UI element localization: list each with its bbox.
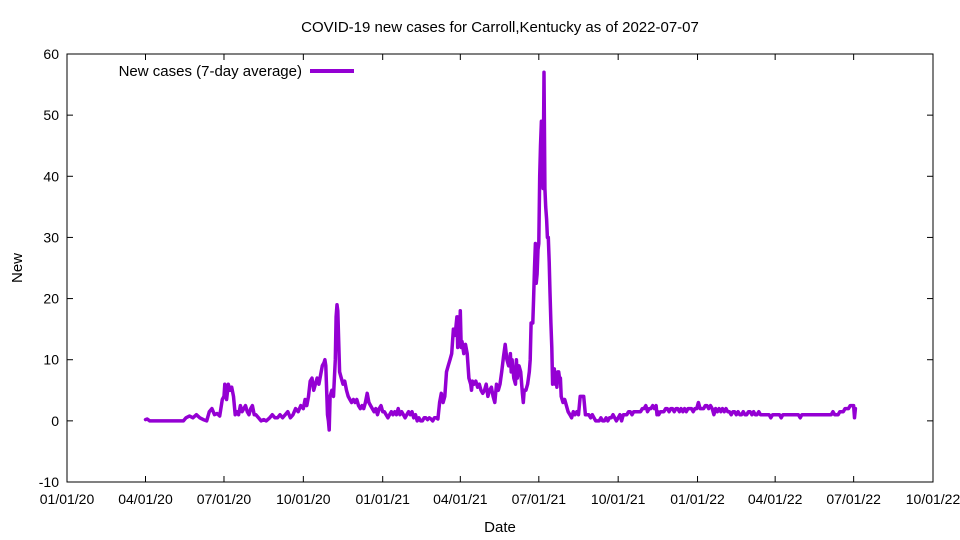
y-axis-title: New [9, 253, 26, 283]
x-tick-label: 10/01/22 [906, 491, 960, 507]
x-axis: 01/01/20 04/01/20 07/01/20 10/01/20 01/01/21… [40, 54, 960, 507]
y-tick-label: 60 [43, 46, 59, 62]
y-tick-label: 20 [43, 291, 59, 307]
x-axis-title: Date [484, 519, 516, 536]
x-tick-label: 10/01/21 [591, 491, 646, 507]
y-tick-label: 0 [51, 413, 59, 429]
y-axis: -10 0 10 20 30 40 50 60 [39, 46, 933, 490]
y-tick-label: 30 [43, 229, 59, 245]
series-layer [143, 70, 858, 432]
y-tick-label: 40 [43, 168, 59, 184]
x-tick-label: 04/01/22 [748, 491, 803, 507]
series-line [143, 70, 858, 432]
x-tick-label: 01/01/22 [670, 491, 725, 507]
legend: New cases (7-day average) [119, 63, 354, 80]
legend-label: New cases (7-day average) [119, 63, 302, 80]
plot-frame [66, 53, 934, 483]
y-tick-label: 10 [43, 352, 59, 368]
x-tick-label: 04/01/21 [433, 491, 488, 507]
x-tick-label: 07/01/21 [512, 491, 567, 507]
x-tick-label: 07/01/22 [826, 491, 881, 507]
chart-title: COVID-19 new cases for Carroll,Kentucky … [301, 19, 699, 36]
x-tick-label: 10/01/20 [276, 491, 331, 507]
x-tick-label: 07/01/20 [197, 491, 252, 507]
y-tick-label: 50 [43, 107, 59, 123]
x-tick-label: 01/01/20 [40, 491, 95, 507]
x-tick-label: 04/01/20 [118, 491, 173, 507]
y-tick-label: -10 [39, 474, 59, 490]
x-tick-label: 01/01/21 [355, 491, 410, 507]
